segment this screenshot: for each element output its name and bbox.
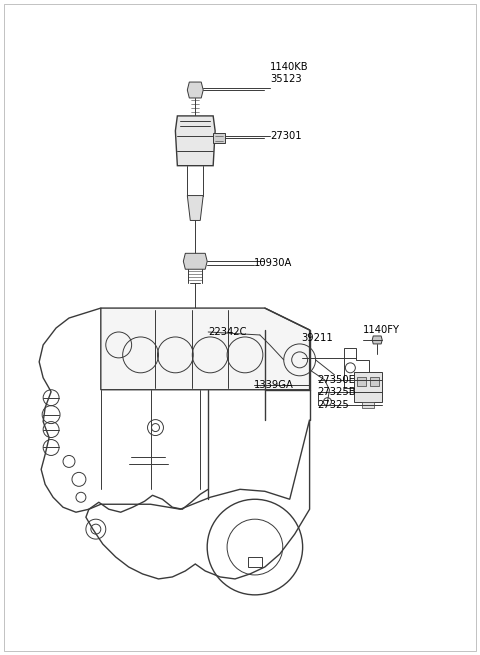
Text: 1339GA: 1339GA: [254, 380, 294, 390]
Polygon shape: [372, 336, 382, 344]
Text: 39211: 39211: [301, 333, 334, 343]
Polygon shape: [101, 308, 310, 390]
Polygon shape: [362, 402, 374, 407]
Polygon shape: [183, 253, 207, 269]
Polygon shape: [370, 377, 379, 386]
Polygon shape: [357, 377, 366, 386]
Polygon shape: [354, 372, 382, 402]
Polygon shape: [187, 82, 203, 98]
Text: 1140KB
35123: 1140KB 35123: [270, 62, 309, 84]
Text: 27350E: 27350E: [318, 375, 355, 384]
Text: 27325: 27325: [318, 400, 349, 409]
Polygon shape: [187, 196, 203, 221]
Text: 1140FY: 1140FY: [363, 325, 400, 335]
Text: 22342C: 22342C: [208, 327, 247, 337]
Text: 27301: 27301: [270, 131, 301, 141]
Polygon shape: [175, 116, 215, 166]
Polygon shape: [213, 133, 225, 143]
Text: 27325B: 27325B: [318, 386, 356, 397]
Text: 10930A: 10930A: [254, 258, 292, 269]
